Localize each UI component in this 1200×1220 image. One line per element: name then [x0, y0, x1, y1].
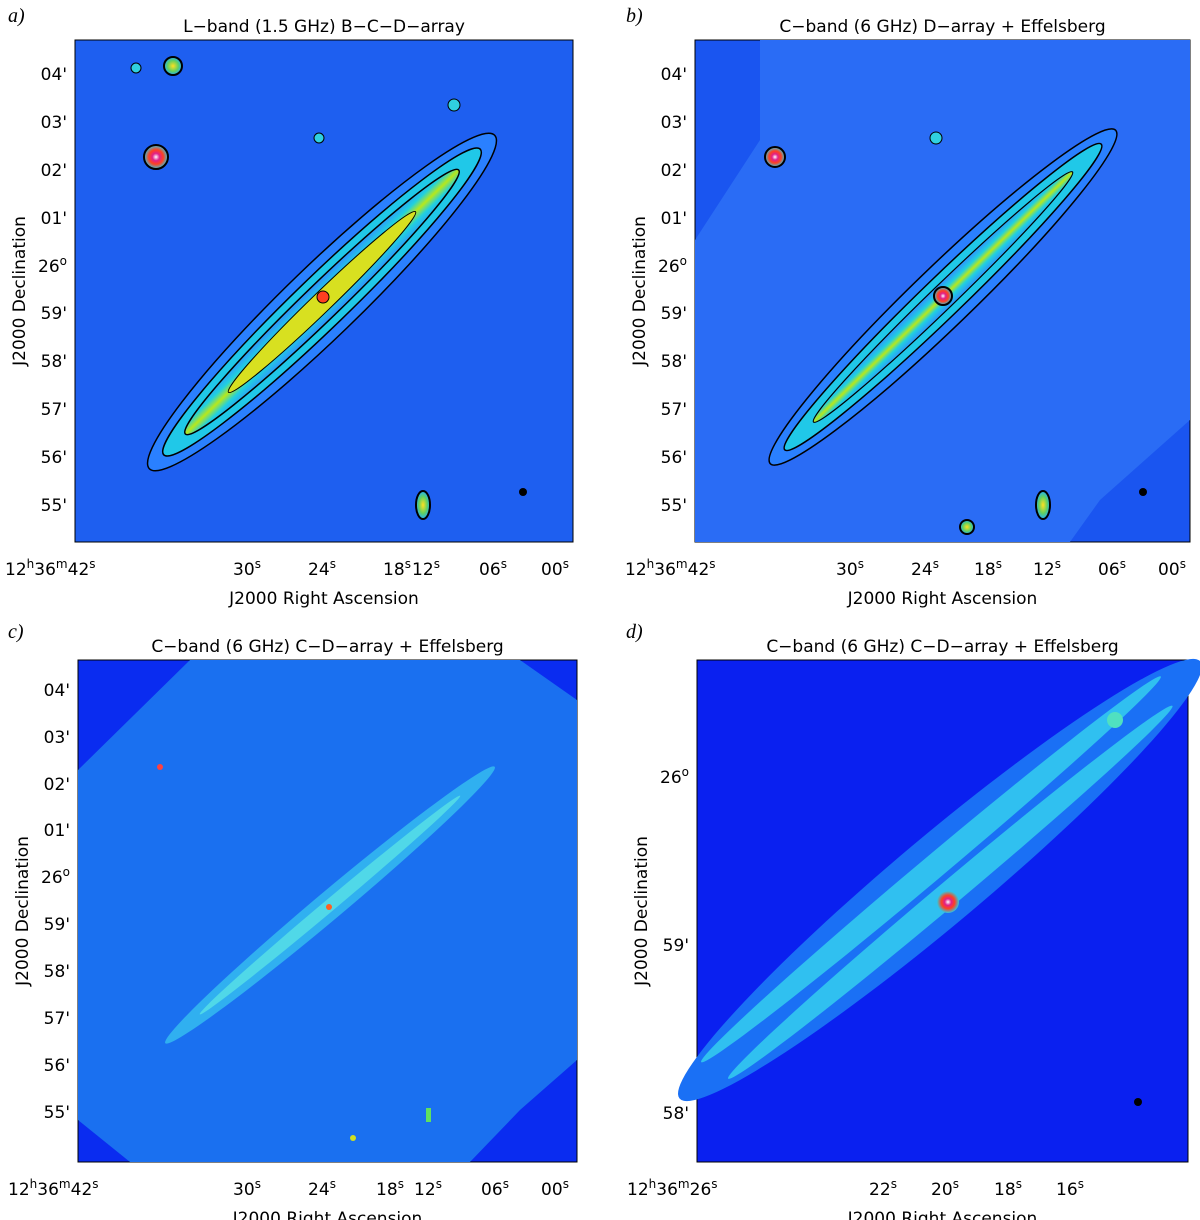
panel-title: C−band (6 GHz) C−D−array + Effelsberg [151, 637, 503, 657]
panel-label: b) [626, 5, 643, 27]
y-tick-label: 04' [661, 65, 687, 85]
y-tick-label: 01' [661, 209, 687, 229]
x-tick-label: 18s [994, 1177, 1022, 1200]
x-tick-label: 24s [911, 557, 939, 580]
y-tick-label: 59' [44, 915, 70, 935]
x-tick-label: 30s [836, 557, 864, 580]
y-tick-label: 02' [44, 775, 70, 795]
y-tick-label: 58' [663, 1104, 689, 1124]
panel-label: a) [8, 5, 25, 27]
x-tick-label: 00s [541, 557, 569, 580]
y-tick-label: 55' [41, 496, 67, 516]
x-tick-label: 16s [1056, 1177, 1084, 1200]
x-tick-label: 12s [414, 1177, 442, 1200]
y-tick-label: 55' [661, 496, 687, 516]
y-axis-label: J2000 Declination [630, 216, 650, 367]
x-tick-label: 12h36m26s [627, 1177, 718, 1200]
y-axis-label: J2000 Declination [10, 216, 30, 367]
y-tick-label: 58' [41, 352, 67, 372]
image-d [678, 658, 1200, 1163]
y-tick-label: 55' [44, 1103, 70, 1123]
y-tick-label: 56' [661, 448, 687, 468]
y-tick-label: 26o [660, 765, 689, 788]
image-a [74, 39, 574, 543]
y-tick-label: 58' [44, 962, 70, 982]
x-tick-label: 06s [479, 557, 507, 580]
panel-title: L−band (1.5 GHz) B−C−D−array [183, 17, 465, 37]
x-tick-label: 12s [412, 557, 440, 580]
x-tick-label: 18s [383, 557, 411, 580]
x-tick-label: 12h36m42s [5, 557, 96, 580]
x-tick-label: 12s [1033, 557, 1061, 580]
y-tick-label: 57' [41, 400, 67, 420]
x-tick-label: 24s [308, 557, 336, 580]
y-tick-label: 59' [661, 304, 687, 324]
y-tick-label: 57' [44, 1009, 70, 1029]
y-tick-label: 04' [41, 65, 67, 85]
x-tick-label: 24s [308, 1177, 336, 1200]
y-tick-label: 03' [41, 113, 67, 133]
y-tick-label: 59' [41, 304, 67, 324]
x-tick-label: 30s [233, 557, 261, 580]
y-tick-label: 02' [41, 161, 67, 181]
y-tick-label: 01' [41, 209, 67, 229]
y-tick-label: 26o [38, 254, 67, 277]
y-tick-label: 01' [44, 821, 70, 841]
y-tick-label: 58' [661, 352, 687, 372]
x-tick-label: 00s [1158, 557, 1186, 580]
y-tick-label: 59' [663, 936, 689, 956]
panel-title: C−band (6 GHz) D−array + Effelsberg [779, 17, 1105, 37]
image-b [694, 39, 1191, 543]
x-tick-label: 12h36m42s [8, 1177, 99, 1200]
y-tick-label: 03' [44, 728, 70, 748]
y-tick-label: 56' [44, 1056, 70, 1076]
y-tick-label: 26o [658, 254, 687, 277]
panel-label: d) [626, 621, 643, 643]
y-tick-label: 04' [44, 681, 70, 701]
x-tick-label: 06s [481, 1177, 509, 1200]
y-tick-label: 02' [661, 161, 687, 181]
panel-label: c) [8, 621, 24, 643]
x-tick-label: 06s [1098, 557, 1126, 580]
y-axis-label: J2000 Declination [13, 836, 33, 987]
y-tick-label: 03' [661, 113, 687, 133]
y-tick-label: 57' [661, 400, 687, 420]
x-axis-label: J2000 Right Ascension [847, 589, 1038, 609]
x-tick-label: 18s [974, 557, 1002, 580]
panel-title: C−band (6 GHz) C−D−array + Effelsberg [766, 637, 1118, 657]
x-tick-label: 22s [869, 1177, 897, 1200]
image-c [77, 659, 578, 1163]
x-axis-label: J2000 Right Ascension [228, 589, 419, 609]
y-tick-label: 26o [41, 865, 70, 888]
x-tick-label: 30s [233, 1177, 261, 1200]
x-tick-label: 20s [931, 1177, 959, 1200]
x-axis-label: J2000 Right Ascension [232, 1209, 423, 1220]
y-axis-label: J2000 Declination [632, 836, 652, 987]
x-tick-label: 18s [376, 1177, 404, 1200]
y-tick-label: 56' [41, 448, 67, 468]
x-axis-label: J2000 Right Ascension [847, 1209, 1038, 1220]
x-tick-label: 00s [541, 1177, 569, 1200]
x-tick-label: 12h36m42s [625, 557, 716, 580]
